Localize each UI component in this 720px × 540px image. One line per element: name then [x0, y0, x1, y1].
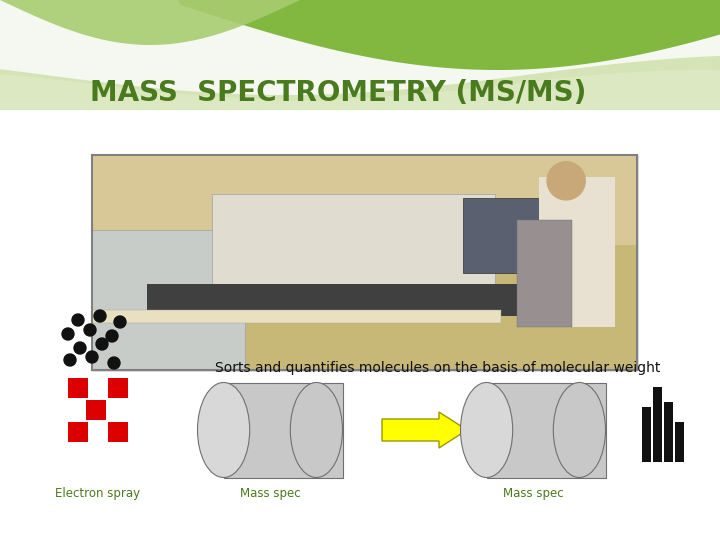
Bar	[68, 422, 88, 442]
Bar	[539, 177, 615, 327]
Bar	[212, 194, 495, 319]
Bar	[108, 422, 128, 442]
Bar	[642, 407, 651, 462]
Circle shape	[547, 161, 585, 200]
Ellipse shape	[553, 382, 606, 477]
Bar	[675, 422, 684, 462]
Circle shape	[86, 351, 98, 363]
Text: MASS  SPECTROMETRY (MS/MS): MASS SPECTROMETRY (MS/MS)	[90, 79, 586, 107]
Text: Sorts and quantifies molecules on the basis of molecular weight: Sorts and quantifies molecules on the ba…	[215, 361, 660, 375]
Bar	[92, 155, 637, 370]
Bar	[0, 0, 720, 110]
Polygon shape	[0, 0, 720, 70]
Bar	[664, 402, 673, 462]
Ellipse shape	[461, 382, 513, 477]
Circle shape	[64, 354, 76, 366]
Bar	[463, 198, 544, 273]
Bar	[92, 230, 245, 370]
Circle shape	[114, 316, 126, 328]
Bar	[92, 310, 500, 323]
Circle shape	[62, 328, 74, 340]
Bar	[146, 284, 517, 316]
Bar	[0, 110, 720, 540]
Circle shape	[94, 310, 106, 322]
Ellipse shape	[290, 382, 343, 477]
Circle shape	[84, 324, 96, 336]
Bar	[92, 155, 637, 245]
Bar	[653, 387, 662, 462]
Ellipse shape	[197, 382, 250, 477]
Polygon shape	[0, 0, 300, 45]
Circle shape	[106, 330, 118, 342]
Circle shape	[96, 338, 108, 350]
Circle shape	[108, 357, 120, 369]
Bar	[86, 400, 106, 420]
Bar	[92, 155, 637, 370]
Polygon shape	[0, 56, 720, 110]
Circle shape	[74, 342, 86, 354]
Text: Electron spray: Electron spray	[55, 487, 140, 500]
Circle shape	[72, 314, 84, 326]
Text: Mass spec: Mass spec	[503, 487, 563, 500]
Bar	[487, 382, 606, 477]
Bar	[68, 378, 88, 398]
FancyArrow shape	[382, 412, 467, 448]
Bar	[517, 219, 572, 327]
Polygon shape	[0, 70, 720, 110]
Bar	[108, 378, 128, 398]
Bar	[224, 382, 343, 477]
Text: Mass spec: Mass spec	[240, 487, 300, 500]
